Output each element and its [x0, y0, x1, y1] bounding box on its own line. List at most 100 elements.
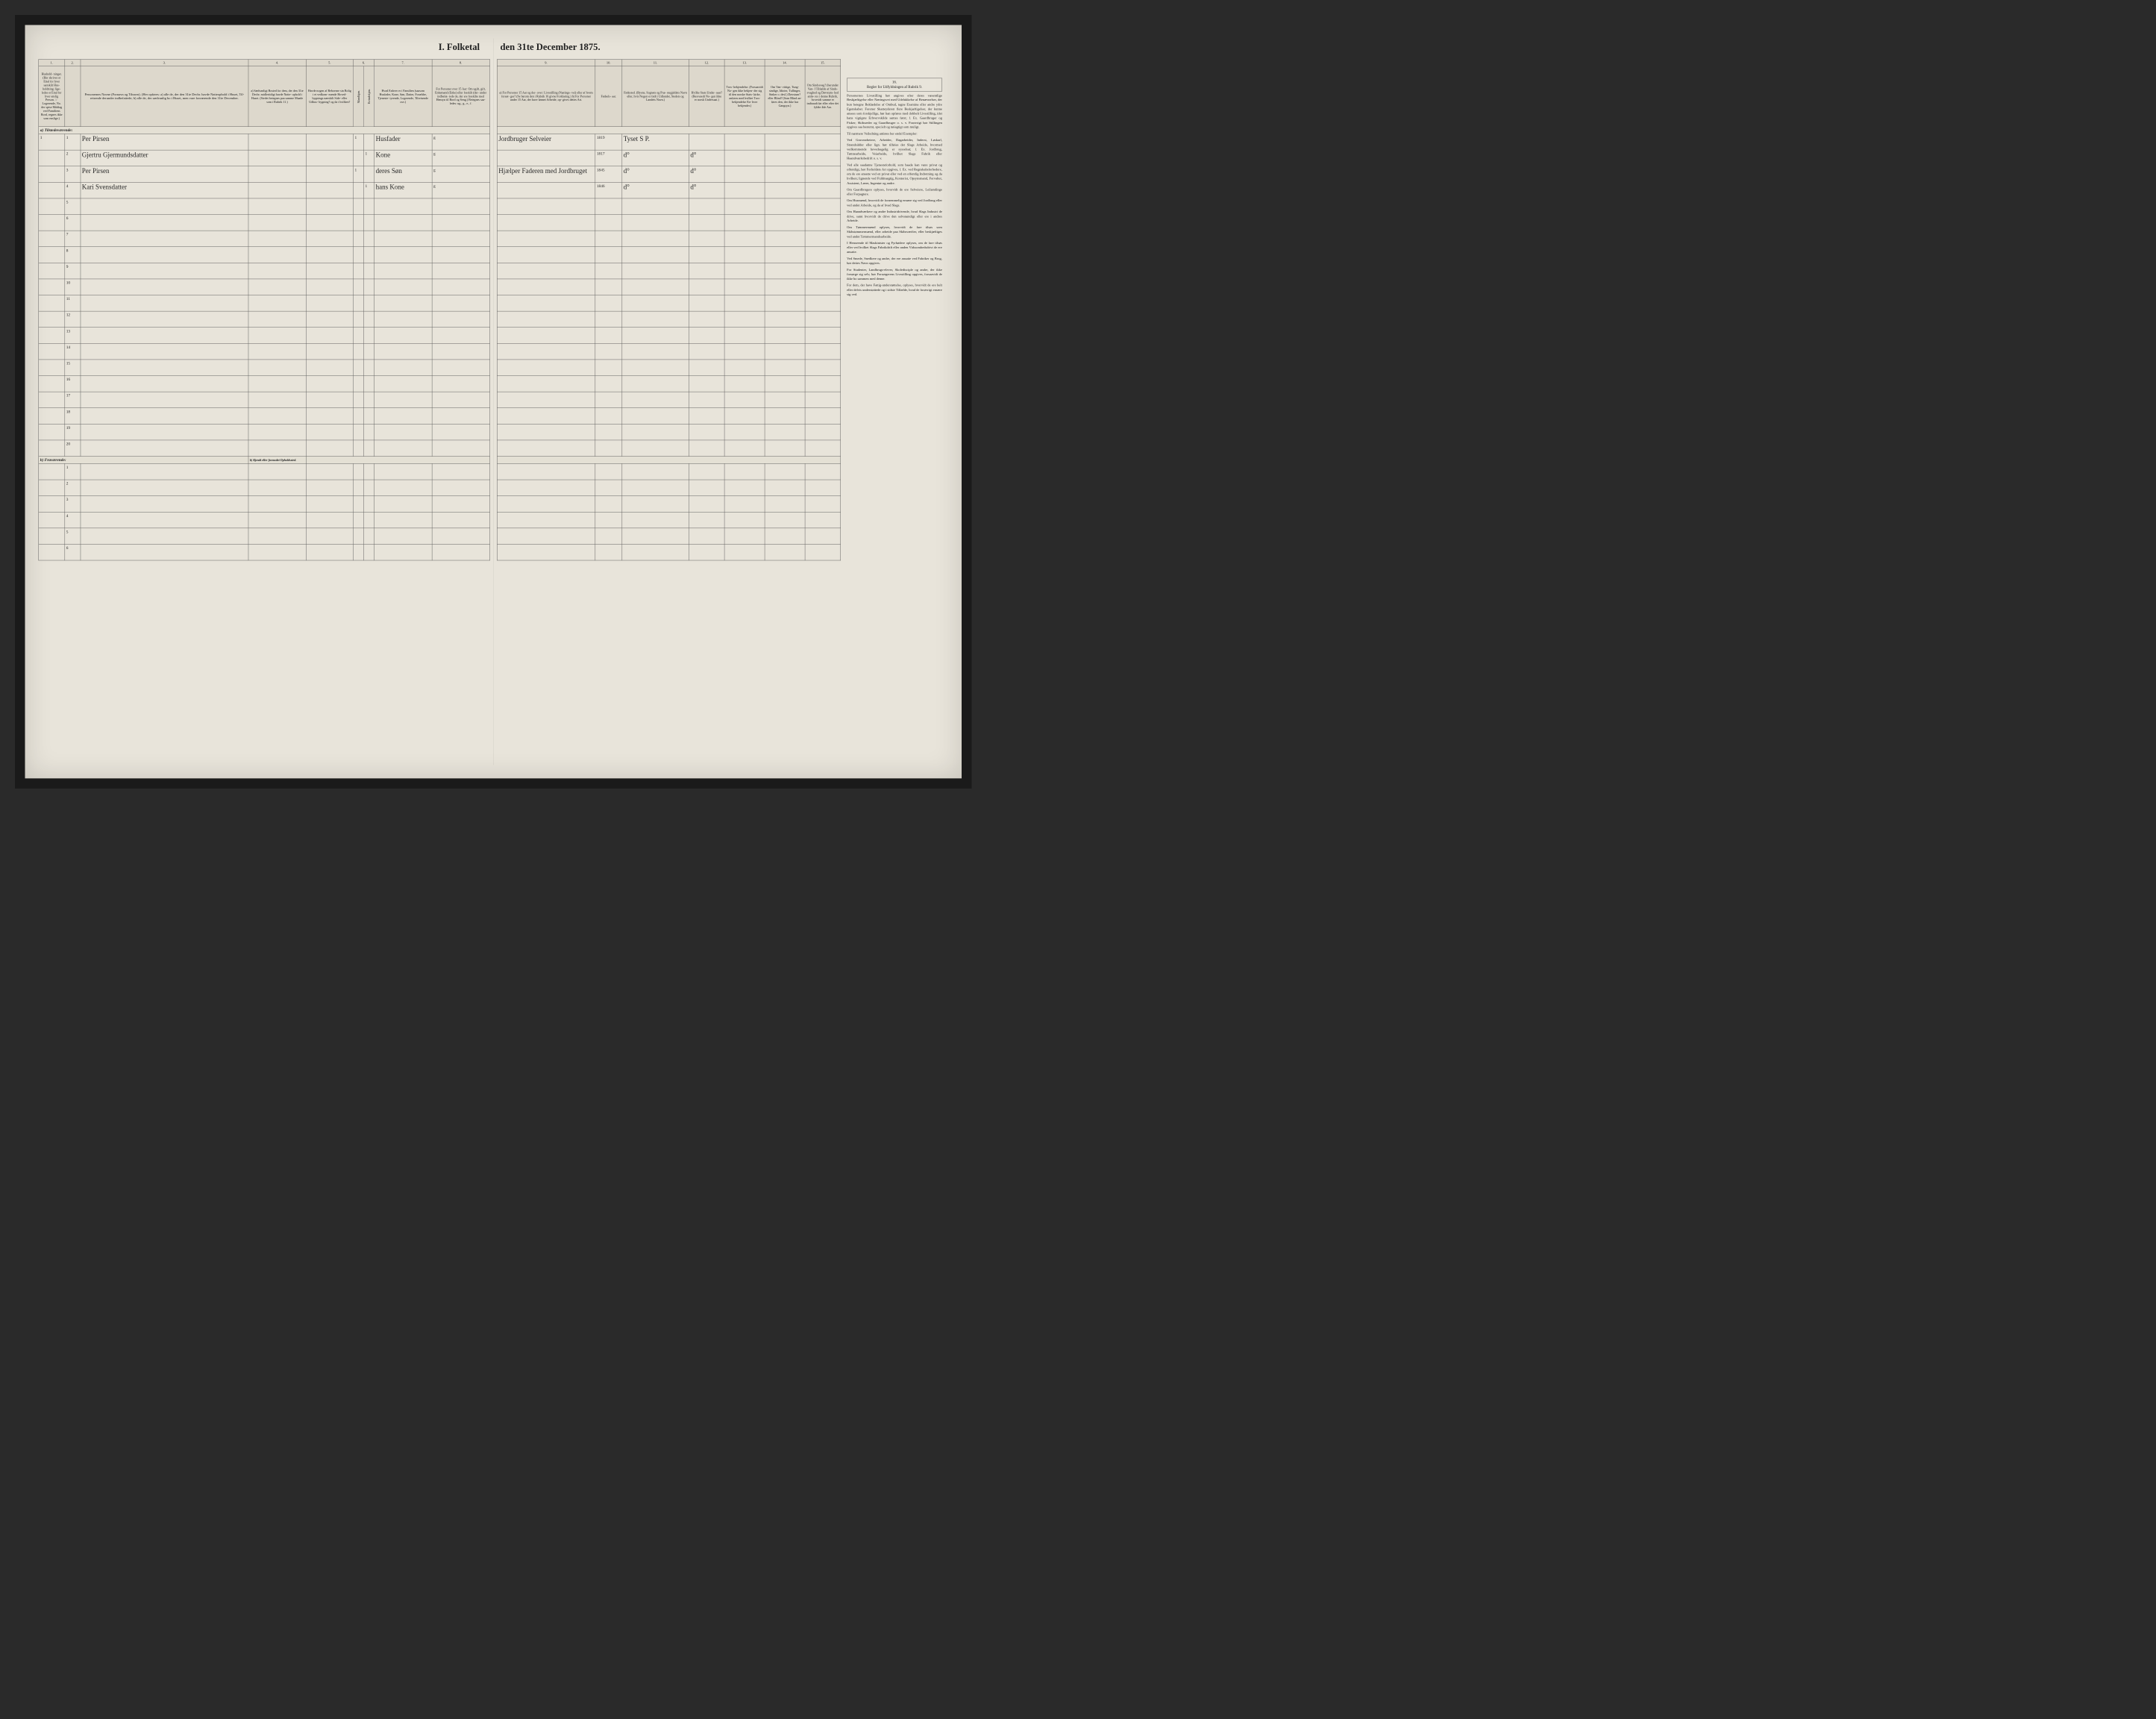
instruction-para: Om Haandværkere og andre Industridrivend… — [847, 210, 942, 223]
cell-name: Kari Svensdatter — [81, 182, 248, 198]
table-row-empty: 10 — [39, 279, 490, 295]
colnum-2: 2. — [65, 60, 81, 66]
table-row-empty: 7 — [39, 231, 490, 247]
colnum-6: 6. — [353, 60, 374, 66]
cell-15 — [805, 134, 841, 151]
table-row: Jordbruger Selveier1819Tyset S P. — [497, 134, 841, 151]
head-14-text: Om Van- vittige, Tung- sindige, Idioter,… — [768, 85, 801, 107]
table-row-empty: 17 — [39, 392, 490, 408]
cell-civ: g — [432, 150, 489, 166]
cell-13 — [724, 166, 765, 183]
head-6a-text: Mandkjøn. — [357, 90, 360, 103]
table-row-empty — [497, 512, 841, 528]
instruction-para: Personernes Livsstilling bør angives eft… — [847, 93, 942, 130]
table-row-empty — [497, 311, 841, 328]
colnum-row-right: 9. 10. 11. 12. 13. 14. 15. — [497, 60, 841, 66]
table-row-empty — [497, 424, 841, 440]
table-row-empty: 20 — [39, 440, 490, 457]
colnum-4: 4. — [248, 60, 306, 66]
cell-c4 — [248, 166, 306, 183]
cell-13 — [724, 134, 765, 151]
cell-occ: Jordbruger Selveier — [497, 134, 595, 151]
cell-rel: Kone — [375, 150, 432, 166]
head-14: Om Van- vittige, Tung- sindige, Idioter,… — [765, 66, 805, 127]
table-row-empty: 11 — [39, 295, 490, 312]
head-15: Om Sindssvag? (herunder Van- I Tilfælde … — [805, 66, 841, 127]
cell-m — [353, 150, 363, 166]
table-row-empty — [497, 263, 841, 279]
cell-d: d° — [689, 150, 724, 166]
cell-k — [364, 166, 375, 183]
cell-c5 — [306, 166, 353, 183]
cell-d: d° — [689, 166, 724, 183]
table-row-empty: 1 — [39, 463, 490, 480]
colnum-8: 8. — [432, 60, 489, 66]
table-row-empty — [497, 360, 841, 376]
instruction-para: Om Gaardbrugere oplyses, hvorvidt de ere… — [847, 187, 942, 196]
cell-hh — [39, 166, 65, 183]
census-table-left: 1. 2. 3. 4. 5. 6. 7. 8. Hushold- ninger.… — [39, 59, 490, 560]
section-b-rest — [306, 457, 489, 464]
cell-13 — [724, 150, 765, 166]
head-6a: Mandkjøn. — [353, 66, 363, 127]
cell-14 — [765, 134, 805, 151]
head-8-text: For Personer over 15 Aar: Om ugift, gift… — [435, 87, 486, 105]
instruction-para: For Studenter, Landbrugs-elever, Skoledi… — [847, 268, 942, 281]
table-row-empty: 2 — [39, 480, 490, 496]
section-a-row: a) Tilstedeværende: — [39, 127, 490, 134]
table-row-empty — [497, 528, 841, 545]
colnum-14: 14. — [765, 60, 805, 66]
data-rows-right: Jordbruger Selveier1819Tyset S P.1817d°d… — [497, 134, 841, 198]
table-row-empty — [497, 231, 841, 247]
table-row: 1846d°d° — [497, 182, 841, 198]
table-row-empty — [497, 376, 841, 392]
cell-k: 1 — [364, 182, 375, 198]
instructions-col16: 16. Regler for Udfyldningen af Rubrik 9.… — [844, 75, 945, 301]
head-15-text: Om Sindssvag? (herunder Van- I Tilfælde … — [806, 84, 839, 109]
cell-hh — [39, 150, 65, 166]
cell-occ — [497, 182, 595, 198]
cell-rel: hans Kone — [375, 182, 432, 198]
cell-m — [353, 182, 363, 198]
table-row-empty — [497, 440, 841, 457]
head-9: a) For Personer 15 Aar og der- over: Liv… — [497, 66, 595, 127]
table-row-empty — [497, 215, 841, 231]
table-row-empty: 5 — [39, 198, 490, 215]
colnum-5: 5. — [306, 60, 353, 66]
instructions-body: Personernes Livsstilling bør angives eft… — [847, 93, 942, 297]
empty-rows-b-left: 123456 — [39, 463, 490, 560]
cell-civ: g — [432, 134, 489, 151]
section-b-label: b) Fraværende: — [39, 457, 248, 464]
section-b-col4: b) Kjendt eller formodet Opholdssted. — [248, 457, 306, 464]
page-left: I. Folketal 1. 2. 3. 4. 5. 6. 7. 8. Hush… — [35, 39, 493, 765]
table-row-empty: 13 — [39, 328, 490, 344]
header-row-right: a) For Personer 15 Aar og der- over: Liv… — [497, 66, 841, 127]
cell-m: 1 — [353, 166, 363, 183]
col16-num: 16. — [892, 80, 897, 84]
colnum-3: 3. — [81, 60, 248, 66]
cell-k: 1 — [364, 150, 375, 166]
table-row: 1817d°d° — [497, 150, 841, 166]
cell-c4 — [248, 134, 306, 151]
head-11: Fødested. (Byens, Sognets og Præ- stegje… — [622, 66, 689, 127]
colnum-12: 12. — [689, 60, 724, 66]
instruction-para: Ved Gruvearbeiere, Arbeider, Dagarbeider… — [847, 138, 942, 160]
head-2 — [65, 66, 81, 127]
cell-15 — [805, 182, 841, 198]
table-row-empty — [497, 198, 841, 215]
cell-n: 2 — [65, 150, 81, 166]
cell-rel: Husfader — [375, 134, 432, 151]
head-9-text: a) For Personer 15 Aar og der- over: Liv… — [499, 91, 592, 101]
table-row-empty: 6 — [39, 215, 490, 231]
head-10-text: Fødsels- aar. — [601, 95, 615, 98]
cell-d — [689, 134, 724, 151]
instruction-para: Om Husmænd, hvorvidt de fornemmelig ernæ… — [847, 198, 942, 207]
table-row-empty — [497, 544, 841, 560]
data-rows-left: 11Per Pirsen1Husfaderg2Gjertru Gjermunds… — [39, 134, 490, 198]
cell-hh: 1 — [39, 134, 65, 151]
table-row-empty — [497, 480, 841, 496]
table-row-empty — [497, 279, 841, 295]
cell-occ — [497, 150, 595, 166]
head-4: a) Sædvanligt Bosted for dem, der den 31… — [248, 66, 306, 127]
table-row-empty: 15 — [39, 360, 490, 376]
